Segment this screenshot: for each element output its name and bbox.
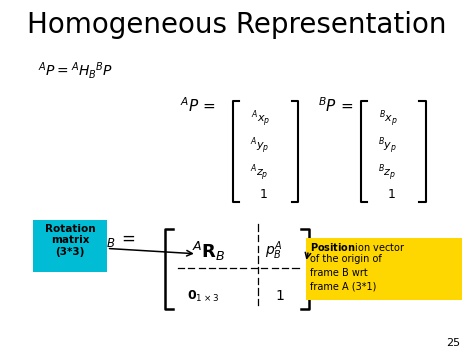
Text: $^Ay_p$: $^Ay_p$ bbox=[250, 135, 269, 156]
Text: $^BP\,=$: $^BP\,=$ bbox=[318, 96, 353, 115]
Text: $1$: $1$ bbox=[275, 289, 284, 303]
Text: $1$: $1$ bbox=[259, 188, 268, 201]
Text: $^AH_B\,=$: $^AH_B\,=$ bbox=[85, 227, 136, 250]
FancyBboxPatch shape bbox=[306, 238, 462, 300]
Text: $^A\mathbf{R}_B$: $^A\mathbf{R}_B$ bbox=[192, 240, 226, 263]
Text: $^Bx_p$: $^Bx_p$ bbox=[379, 108, 398, 129]
Text: $\mathbf{Position}$ion vector: $\mathbf{Position}$ion vector bbox=[310, 241, 405, 253]
Text: $^Ax_p$: $^Ax_p$ bbox=[251, 108, 270, 129]
Text: $^Bz_p$: $^Bz_p$ bbox=[378, 162, 396, 182]
Text: Rotation
matrix
(3*3): Rotation matrix (3*3) bbox=[45, 224, 95, 257]
Text: $^AP={}^AH_B{}^BP$: $^AP={}^AH_B{}^BP$ bbox=[38, 60, 113, 81]
Text: $\mathbf{0}_{1\times3}$: $\mathbf{0}_{1\times3}$ bbox=[187, 289, 219, 305]
Text: $^By_p$: $^By_p$ bbox=[378, 135, 397, 156]
Text: $1$: $1$ bbox=[387, 188, 396, 201]
Text: Homogeneous Representation: Homogeneous Representation bbox=[27, 11, 447, 39]
FancyBboxPatch shape bbox=[33, 220, 107, 272]
Text: of the origin of: of the origin of bbox=[310, 254, 381, 264]
Text: $^Az_p$: $^Az_p$ bbox=[250, 162, 268, 182]
Text: 25: 25 bbox=[446, 338, 460, 348]
Text: frame A (3*1): frame A (3*1) bbox=[310, 281, 376, 291]
Text: $^AP\,=$: $^AP\,=$ bbox=[180, 96, 216, 115]
Text: frame B wrt: frame B wrt bbox=[310, 268, 367, 278]
Text: $p_B^A$: $p_B^A$ bbox=[265, 240, 283, 262]
